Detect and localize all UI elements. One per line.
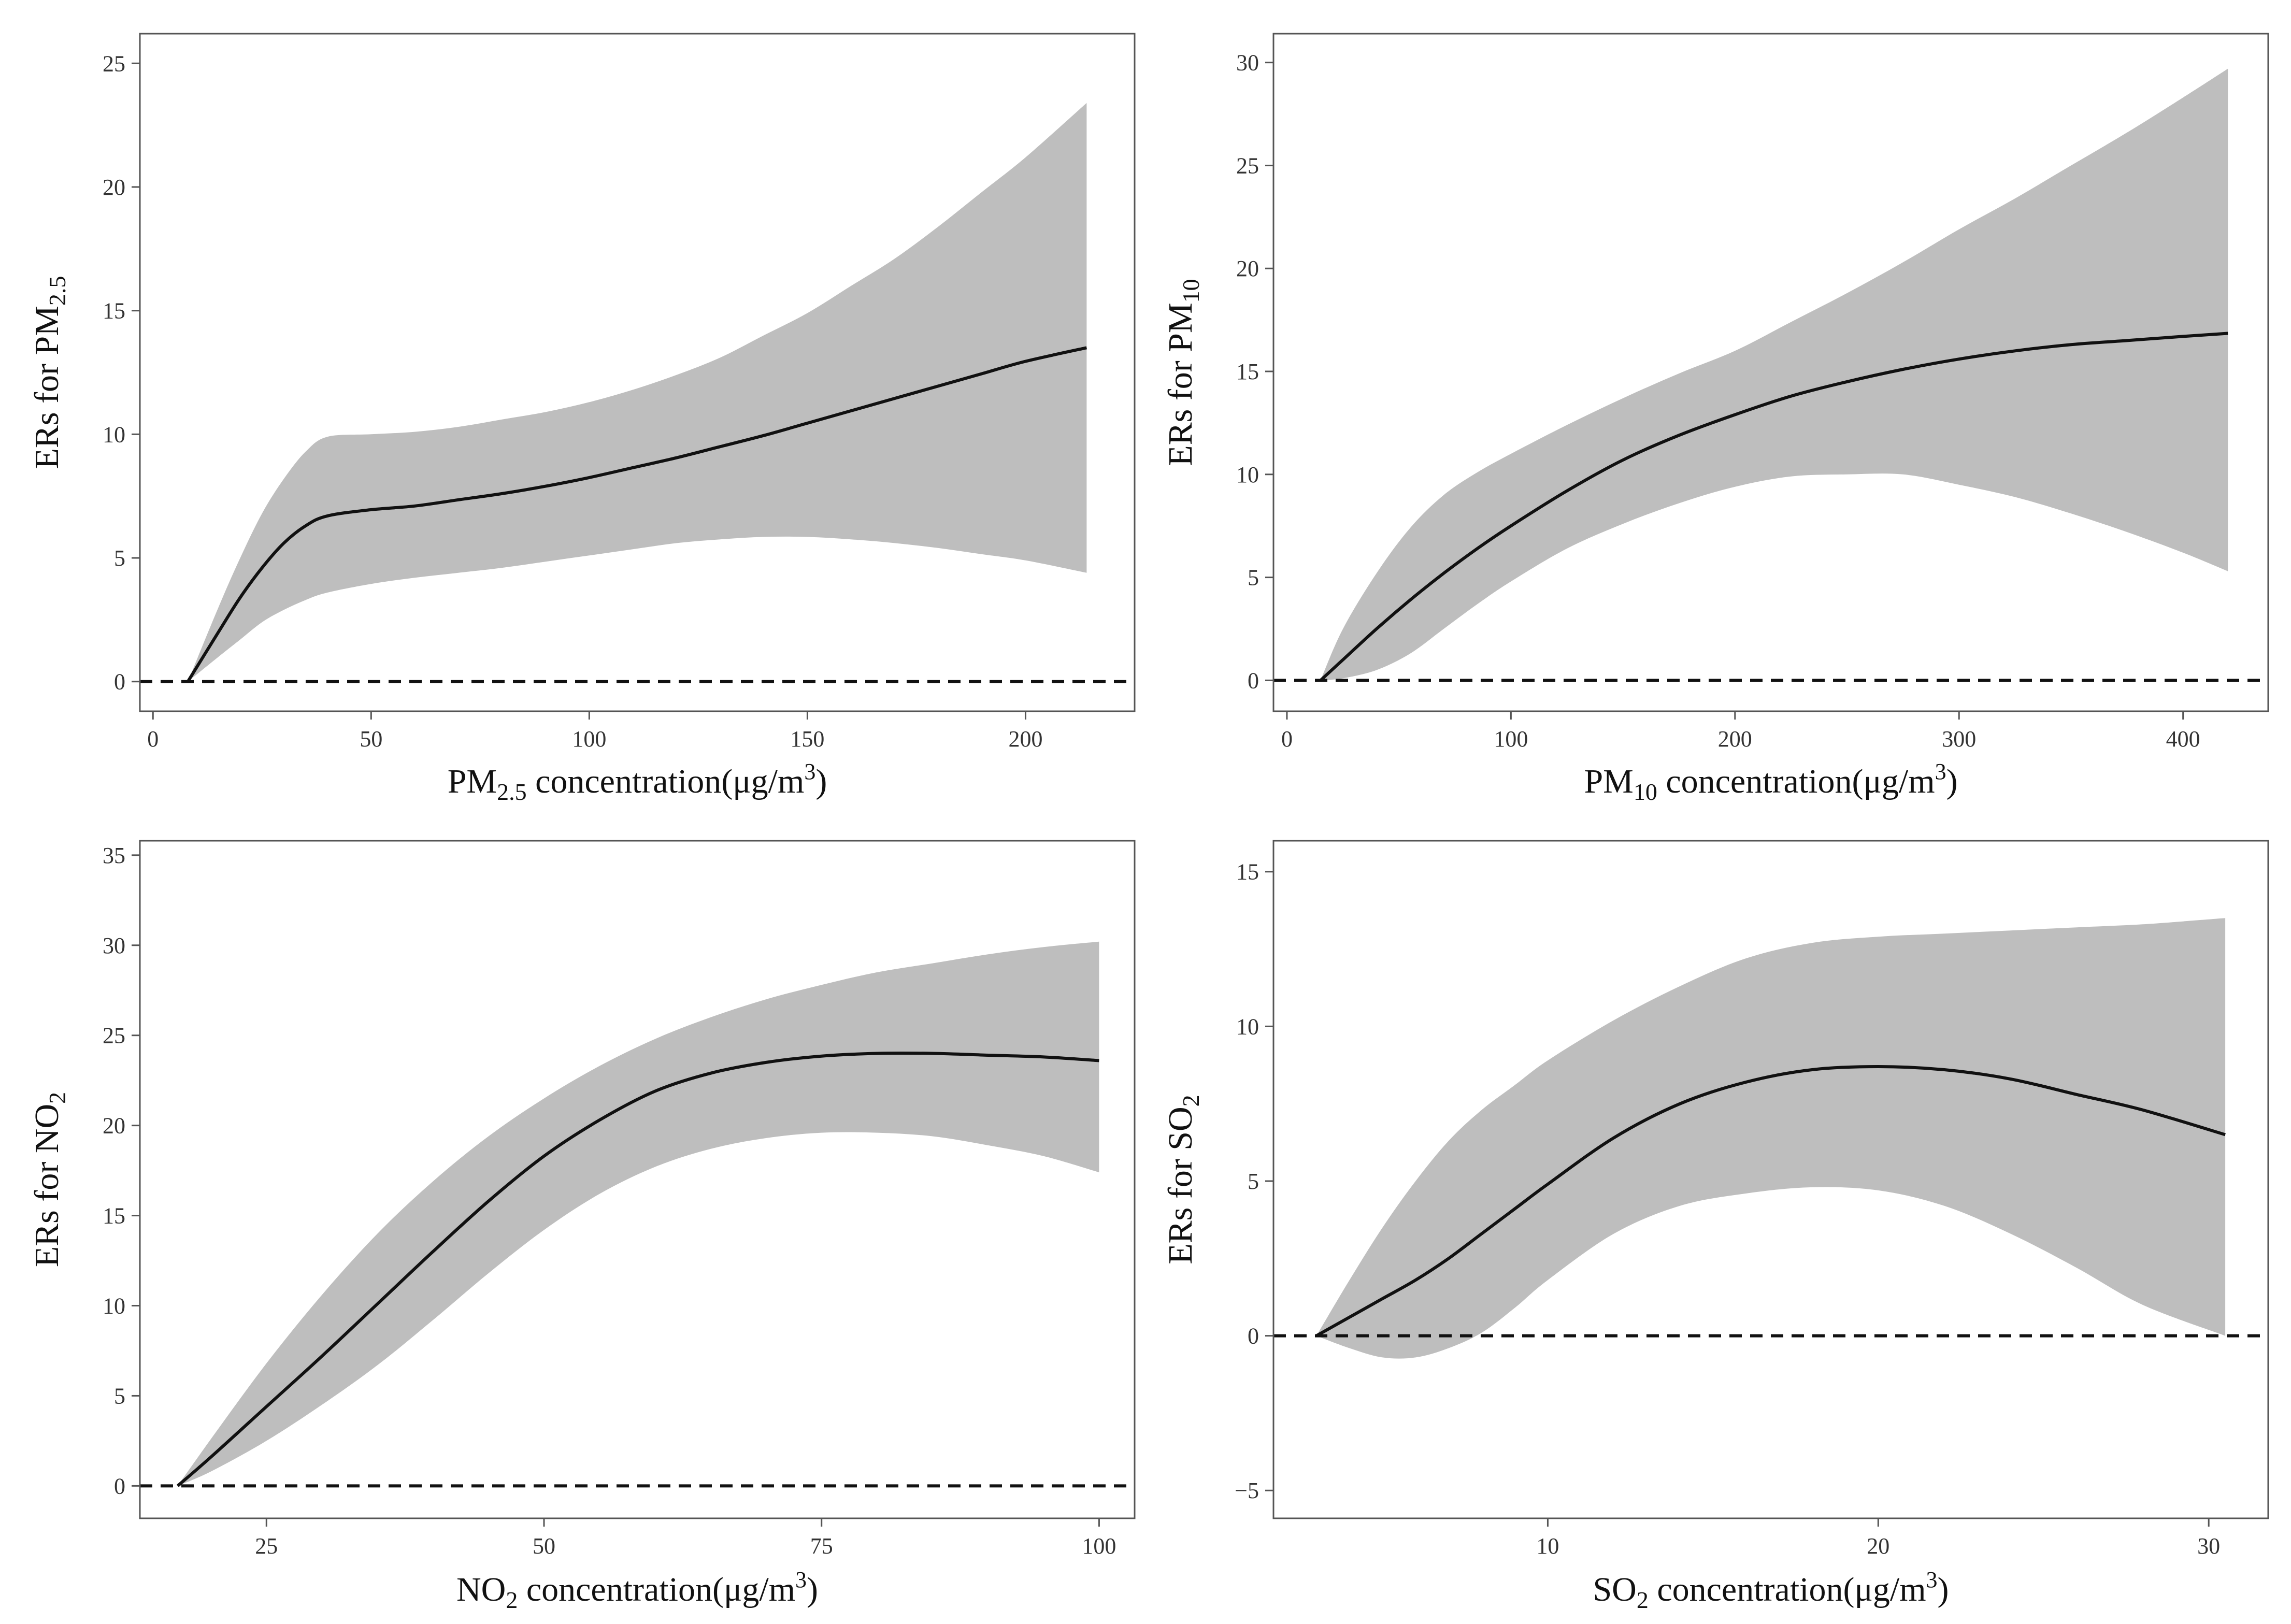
y-tick-label: 10 bbox=[1236, 462, 1259, 487]
ci-band bbox=[1320, 68, 2228, 681]
y-tick-label: 10 bbox=[103, 422, 125, 447]
estimate-line bbox=[1315, 1065, 2226, 1338]
plot-frame bbox=[139, 840, 1136, 1519]
y-tick-label: 0 bbox=[114, 669, 125, 695]
y-tick-label: 10 bbox=[103, 1294, 125, 1319]
x-tick-label: 400 bbox=[2166, 726, 2200, 752]
y-tick-label: 0 bbox=[1248, 1324, 1259, 1349]
y-axis: −5 0 5 10 15 bbox=[1235, 859, 1273, 1503]
y-tick-label: 20 bbox=[103, 1113, 125, 1139]
y-tick-label: 30 bbox=[1236, 50, 1259, 76]
x-axis-title: PM10 concentration(μg/m3) bbox=[1584, 759, 1957, 805]
panel-so2: 10 20 30 −5 0 5 10 15 SO2 concentration(μg/m3)… bbox=[1162, 840, 2269, 1613]
ci-band bbox=[1316, 918, 2226, 1359]
y-axis-title: ERs for SO2 bbox=[1162, 1095, 1204, 1264]
y-tick-label: 25 bbox=[103, 1023, 125, 1048]
x-tick-label: 100 bbox=[1494, 726, 1528, 752]
x-tick-label: 300 bbox=[1942, 726, 1976, 752]
y-tick-label: −5 bbox=[1235, 1478, 1259, 1503]
x-axis: 0 50 100 150 200 bbox=[147, 711, 1042, 752]
x-tick-label: 150 bbox=[790, 726, 824, 752]
panel-no2: 25 50 75 100 0 5 10 15 20 25 30 35 NO2 concentrati… bbox=[28, 840, 1136, 1613]
y-tick-label: 20 bbox=[1236, 256, 1259, 281]
y-tick-label: 30 bbox=[103, 933, 125, 958]
x-axis-title: SO2 concentration(μg/m3) bbox=[1593, 1567, 1949, 1613]
y-tick-label: 5 bbox=[1248, 1169, 1259, 1194]
x-tick-label: 20 bbox=[1867, 1533, 1889, 1559]
y-axis: 0 5 10 15 20 25 30 bbox=[1236, 50, 1273, 693]
x-axis: 0 100 200 300 400 bbox=[1281, 711, 2200, 752]
y-tick-label: 0 bbox=[1248, 668, 1259, 693]
y-axis: 0 5 10 15 20 25 30 35 bbox=[103, 843, 140, 1499]
y-tick-label: 15 bbox=[103, 298, 125, 324]
x-tick-label: 50 bbox=[360, 726, 382, 752]
y-tick-label: 5 bbox=[1248, 565, 1259, 591]
x-tick-label: 100 bbox=[572, 726, 606, 752]
y-tick-label: 0 bbox=[114, 1473, 125, 1499]
y-tick-label: 25 bbox=[1236, 153, 1259, 178]
y-axis-title: ERs for NO2 bbox=[28, 1092, 70, 1267]
ci-band bbox=[188, 103, 1087, 682]
panel-pm10: 0 100 200 300 400 0 5 10 15 20 25 30 PM10 concentr… bbox=[1162, 33, 2269, 805]
x-axis: 10 20 30 bbox=[1536, 1518, 2220, 1559]
x-tick-label: 200 bbox=[1718, 726, 1752, 752]
y-tick-label: 15 bbox=[1236, 859, 1259, 885]
x-tick-label: 0 bbox=[1281, 726, 1293, 752]
plot-frame bbox=[1272, 840, 2269, 1519]
x-tick-label: 30 bbox=[2197, 1533, 2220, 1559]
x-tick-label: 10 bbox=[1536, 1533, 1559, 1559]
x-axis: 25 50 75 100 bbox=[255, 1518, 1116, 1559]
plot-frame bbox=[1272, 33, 2269, 712]
plot-frame bbox=[139, 33, 1136, 712]
x-axis-title: NO2 concentration(μg/m3) bbox=[456, 1567, 818, 1613]
y-axis: 0 5 10 15 20 25 bbox=[103, 51, 140, 695]
y-tick-label: 15 bbox=[103, 1203, 125, 1229]
y-axis-title: ERs for PM2.5 bbox=[28, 276, 70, 469]
ci-band bbox=[177, 941, 1099, 1486]
estimate-line bbox=[176, 1051, 1099, 1487]
y-tick-label: 25 bbox=[103, 51, 125, 76]
x-tick-label: 100 bbox=[1082, 1533, 1116, 1559]
estimate-line bbox=[187, 346, 1087, 683]
x-tick-label: 50 bbox=[533, 1533, 555, 1559]
x-axis-title: PM2.5 concentration(μg/m3) bbox=[448, 759, 827, 805]
y-tick-label: 10 bbox=[1236, 1014, 1259, 1039]
x-tick-label: 25 bbox=[255, 1533, 278, 1559]
estimate-line bbox=[1319, 332, 2228, 682]
x-tick-label: 75 bbox=[810, 1533, 833, 1559]
x-tick-label: 200 bbox=[1008, 726, 1042, 752]
y-axis-title: ERs for PM10 bbox=[1162, 279, 1204, 466]
y-tick-label: 35 bbox=[103, 843, 125, 868]
y-tick-label: 20 bbox=[103, 175, 125, 200]
y-tick-label: 5 bbox=[114, 1383, 125, 1409]
y-tick-label: 5 bbox=[114, 545, 125, 571]
x-tick-label: 0 bbox=[147, 726, 159, 752]
y-tick-label: 15 bbox=[1236, 359, 1259, 384]
panel-pm25: 0 50 100 150 200 0 5 10 15 20 25 PM2.5 concentrat… bbox=[28, 33, 1136, 805]
